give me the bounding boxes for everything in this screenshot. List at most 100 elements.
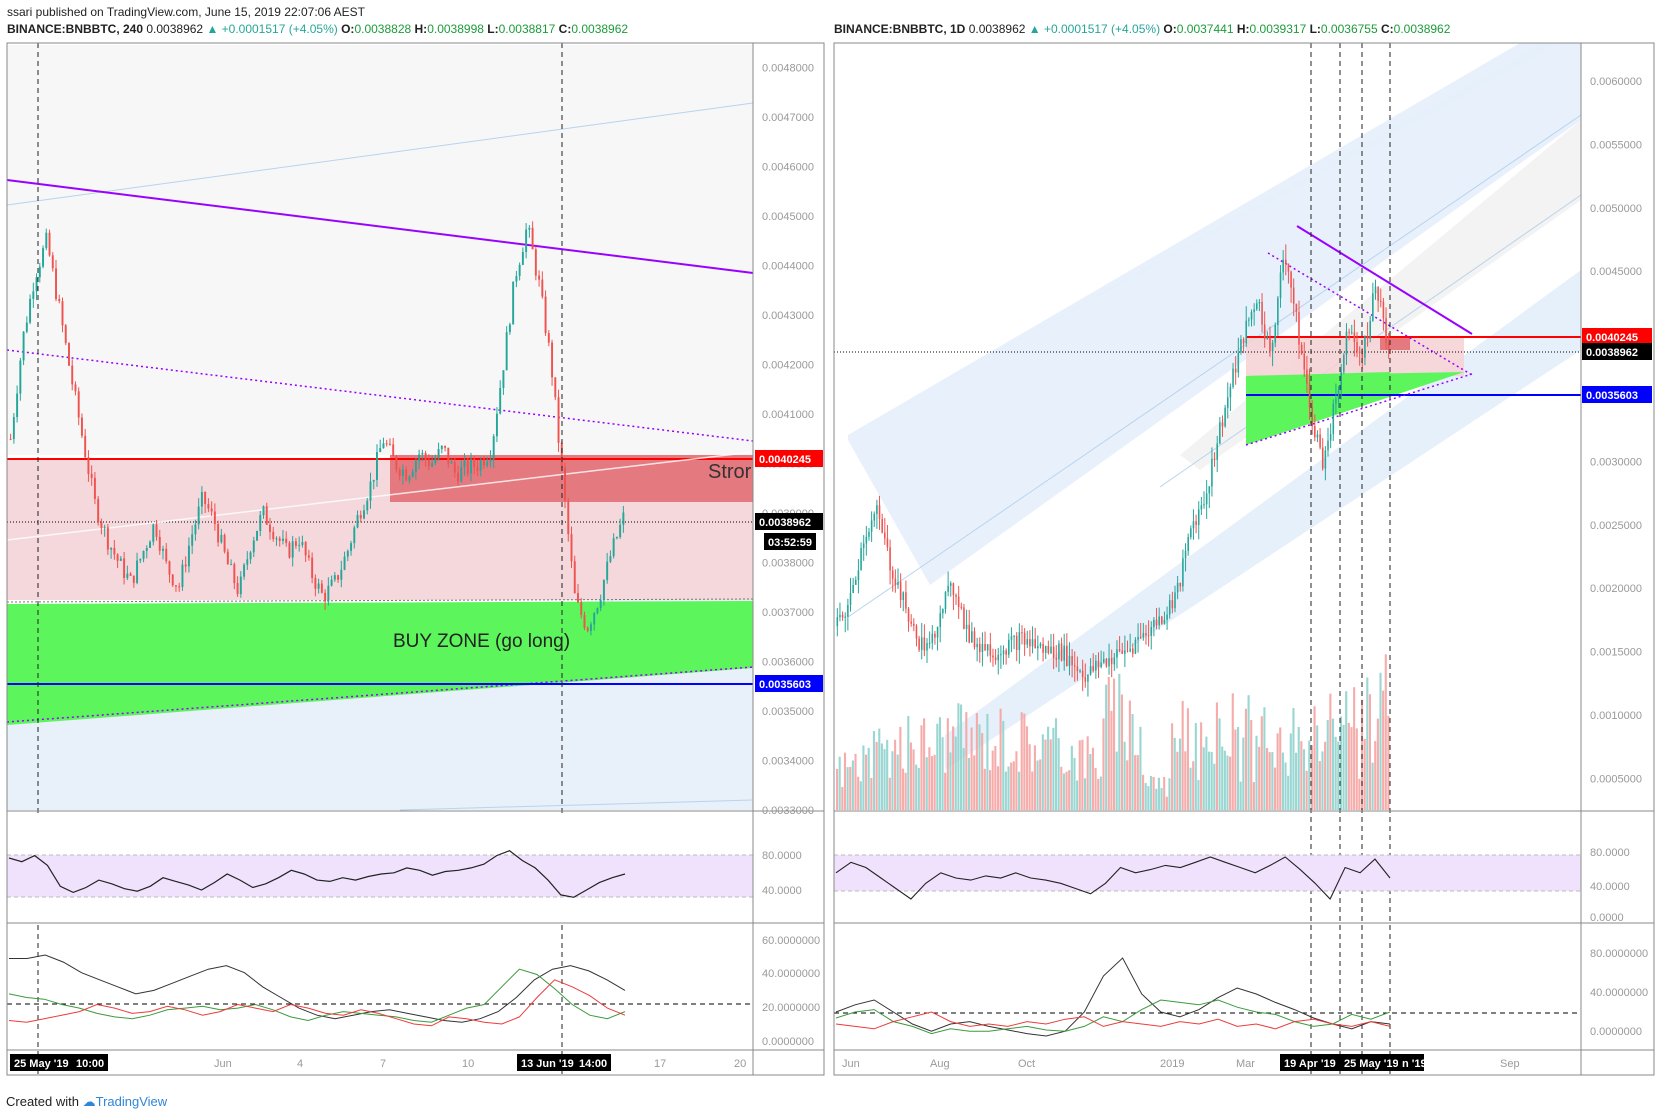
candle-body: [376, 452, 378, 480]
candle-body: [1269, 337, 1271, 352]
volume-bar: [1020, 712, 1023, 810]
candle-body: [1168, 600, 1171, 615]
volume-bar: [1062, 773, 1065, 810]
left-y-tick: 0.0045000: [762, 211, 814, 223]
footer-brand[interactable]: TradingView: [95, 1094, 168, 1109]
candle-body: [165, 548, 168, 562]
volume-bar: [1118, 673, 1121, 810]
candle-body: [1261, 301, 1263, 325]
candle-body: [1055, 657, 1058, 660]
candle-body: [1176, 582, 1179, 593]
candle-body: [1232, 368, 1234, 387]
candle-body: [1361, 352, 1364, 358]
candle-body: [113, 548, 116, 555]
candle-body: [586, 627, 589, 631]
left-channel-line-bottom: [399, 799, 754, 811]
volume-bar: [875, 741, 878, 810]
left-open: 0.0038828: [354, 22, 412, 36]
candle-body: [158, 536, 161, 551]
volume-bar: [938, 717, 941, 810]
volume-bar: [941, 737, 944, 810]
candle-body: [405, 469, 408, 481]
candle-body: [920, 637, 923, 650]
candle-body: [482, 459, 485, 466]
volume-bar: [1126, 760, 1129, 810]
candle-body: [55, 268, 57, 300]
volume-bar: [1128, 700, 1131, 810]
candle-body: [852, 584, 854, 594]
candle-body: [259, 515, 262, 531]
candle-body: [1158, 616, 1160, 626]
candle-body: [1184, 550, 1187, 559]
volume-bar: [1025, 726, 1029, 810]
candle-body: [1274, 325, 1277, 343]
volume-bar: [1334, 736, 1337, 810]
volume-bar: [1379, 672, 1382, 810]
candle-body: [184, 564, 187, 567]
volume-bar: [1165, 796, 1168, 810]
candle-body: [1100, 662, 1102, 667]
volume-bar: [836, 768, 839, 810]
volume-bar: [1184, 751, 1187, 810]
candle-body: [1142, 633, 1145, 638]
candle-body: [317, 583, 320, 589]
left-x-tick: 7: [380, 1058, 386, 1070]
left-y-tick: 0.0044000: [762, 261, 814, 273]
candle-body: [981, 644, 984, 652]
right-minus-di-line: [835, 1011, 1391, 1030]
candle-body: [275, 538, 278, 540]
candle-body: [116, 554, 119, 561]
candle-body: [894, 578, 897, 586]
candle-body: [1047, 645, 1050, 654]
candle-body: [489, 459, 492, 462]
volume-bar: [1031, 771, 1034, 810]
candle-body: [379, 448, 382, 453]
right-y-tick: 0.0025000: [1590, 520, 1642, 532]
candle-body: [1271, 342, 1274, 352]
volume-bar: [1049, 739, 1052, 810]
right-x-tick-highlight-bg: [1340, 1054, 1398, 1071]
candle-body: [84, 435, 87, 458]
candle-body: [281, 538, 284, 541]
candle-body: [1060, 643, 1063, 661]
candle-body: [1208, 486, 1211, 494]
candle-body: [168, 561, 171, 575]
candle-body: [304, 542, 307, 556]
candle-body: [989, 644, 992, 656]
volume-bar: [917, 767, 920, 810]
candle-body: [1097, 660, 1100, 667]
tradingview-logo-icon[interactable]: ☁: [82, 1094, 96, 1109]
candle-body: [876, 505, 878, 514]
volume-bar: [1292, 708, 1295, 810]
volume-bar: [888, 777, 891, 810]
candle-body: [149, 541, 152, 548]
volume-bar: [1189, 767, 1192, 810]
candle-body: [1029, 639, 1031, 647]
volume-bar: [1091, 747, 1095, 810]
candle-body: [213, 511, 216, 525]
volume-bar: [1012, 761, 1015, 810]
candle-body: [327, 585, 330, 602]
volume-bar: [1136, 755, 1139, 810]
candle-body: [1116, 649, 1118, 658]
left-buy-zone-label: BUY ZONE (go long): [393, 631, 570, 652]
candle-body: [1026, 639, 1029, 645]
candle-body: [942, 609, 944, 614]
volume-bar: [1350, 727, 1353, 810]
candle-body: [174, 585, 177, 587]
candle-body: [849, 593, 852, 605]
volume-bar: [1342, 724, 1345, 810]
candle-body: [1314, 426, 1316, 438]
candle-body: [447, 447, 450, 464]
candle-body: [612, 538, 615, 557]
candle-body: [1385, 318, 1387, 343]
candle-body: [243, 564, 246, 577]
right-dmi-tick: 80.0000000: [1590, 948, 1648, 960]
volume-bar: [975, 713, 978, 810]
candle-body: [512, 281, 515, 325]
volume-bar: [1297, 726, 1300, 810]
right-last-label-bg: [1582, 343, 1652, 360]
candle-body: [1076, 666, 1079, 672]
candle-body: [1277, 297, 1279, 326]
candle-body: [622, 512, 625, 525]
